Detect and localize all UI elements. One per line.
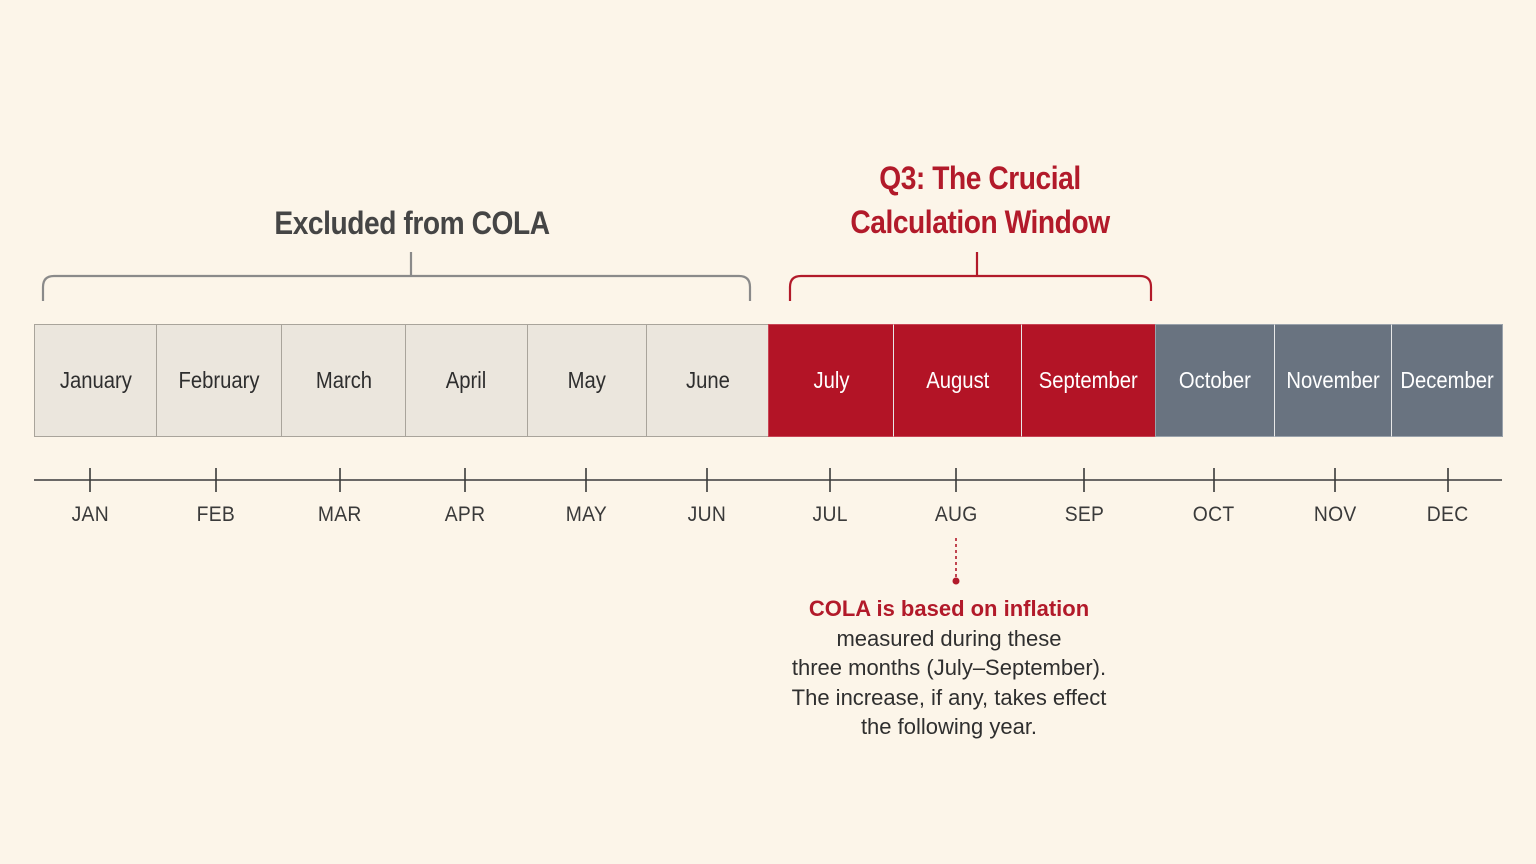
month-label: August bbox=[925, 367, 990, 393]
month-block-february: February bbox=[156, 324, 282, 437]
tick-label-mar: MAR bbox=[300, 503, 380, 527]
month-block-may: May bbox=[527, 324, 647, 437]
month-block-august: August bbox=[893, 324, 1022, 437]
tick-label-text: JAN bbox=[71, 503, 109, 526]
tick-label-text: SEP bbox=[1064, 503, 1104, 526]
month-blocks: January February March April May June July Augu… bbox=[34, 324, 1503, 439]
q3-bracket bbox=[788, 252, 1153, 301]
note-line: The increase, if any, takes effect bbox=[791, 684, 1107, 710]
tick-label-feb: FEB bbox=[176, 503, 256, 527]
month-label: September bbox=[1038, 367, 1138, 393]
tick-label-oct: OCT bbox=[1174, 503, 1254, 527]
month-label: November bbox=[1286, 367, 1380, 393]
month-block-september: September bbox=[1021, 324, 1156, 437]
tick-label-text: JUL bbox=[812, 503, 848, 526]
tick-label-text: AUG bbox=[934, 503, 978, 526]
tick-label-sep: SEP bbox=[1044, 503, 1124, 527]
tick-label-jan: JAN bbox=[50, 503, 130, 527]
month-block-january: January bbox=[34, 324, 157, 437]
tick-label-text: NOV bbox=[1313, 503, 1357, 526]
tick-label-aug: AUG bbox=[916, 503, 996, 527]
cola-note: COLA is based on inflation measured duri… bbox=[700, 594, 1198, 742]
month-label: December bbox=[1400, 367, 1494, 393]
q3-heading-line1: Q3: The Crucial bbox=[879, 160, 1081, 196]
month-block-july: July bbox=[768, 324, 894, 437]
excluded-heading: Excluded from COLA bbox=[274, 205, 550, 241]
month-label: March bbox=[315, 367, 372, 393]
month-label: May bbox=[567, 367, 607, 393]
tick-label-text: MAY bbox=[565, 503, 607, 526]
month-label: April bbox=[446, 367, 487, 393]
month-block-december: December bbox=[1391, 324, 1503, 437]
note-line: the following year. bbox=[860, 714, 1038, 739]
note-line: three months (July–September). bbox=[791, 655, 1107, 680]
note-highlight: COLA is based on inflation bbox=[808, 596, 1090, 621]
month-block-april: April bbox=[405, 324, 528, 437]
month-block-june: June bbox=[646, 324, 769, 437]
note-line: measured during these bbox=[836, 625, 1062, 651]
month-block-march: March bbox=[281, 324, 406, 437]
tick-label-text: JUN bbox=[687, 503, 727, 526]
month-label: October bbox=[1178, 367, 1251, 393]
tick-label-text: MAR bbox=[318, 503, 362, 526]
month-label: January bbox=[59, 367, 132, 393]
tick-label-text: APR bbox=[444, 503, 486, 526]
tick-label-nov: NOV bbox=[1295, 503, 1375, 527]
tick-label-may: MAY bbox=[546, 503, 626, 527]
tick-label-jul: JUL bbox=[790, 503, 870, 527]
tick-label-text: OCT bbox=[1193, 503, 1235, 526]
month-label: July bbox=[813, 367, 849, 393]
tick-label-jun: JUN bbox=[667, 503, 747, 527]
tick-label-text: DEC bbox=[1427, 503, 1469, 526]
tick-label-apr: APR bbox=[425, 503, 505, 527]
month-label: February bbox=[178, 367, 260, 393]
month-label: June bbox=[685, 367, 730, 393]
note-connector-dot bbox=[952, 577, 960, 585]
tick-label-dec: DEC bbox=[1408, 503, 1488, 527]
tick-label-text: FEB bbox=[196, 503, 236, 526]
q3-heading: Q3: The Crucial Calculation Window bbox=[804, 156, 1156, 244]
q3-heading-line2: Calculation Window bbox=[850, 204, 1110, 240]
excluded-bracket bbox=[41, 252, 752, 301]
month-block-november: November bbox=[1274, 324, 1392, 437]
month-block-october: October bbox=[1155, 324, 1275, 437]
